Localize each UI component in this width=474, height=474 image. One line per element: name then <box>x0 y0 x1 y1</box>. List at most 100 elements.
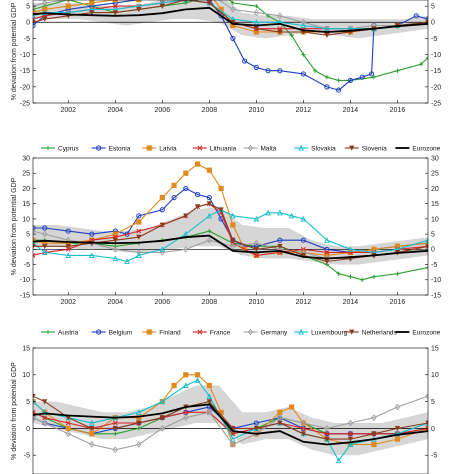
data-point <box>112 255 119 262</box>
legend-marker <box>298 144 304 151</box>
data-point <box>41 249 48 255</box>
series-line-france <box>33 411 428 435</box>
data-point <box>89 441 95 448</box>
data-point <box>230 0 235 6</box>
data-point <box>42 230 48 238</box>
data-point <box>183 414 189 422</box>
data-point <box>136 228 142 234</box>
data-point <box>112 10 118 16</box>
y-tick-label-right: -10 <box>431 277 441 284</box>
data-point <box>230 212 236 219</box>
data-point <box>112 245 118 253</box>
data-point <box>277 420 283 426</box>
data-point <box>300 237 306 243</box>
data-point <box>194 161 201 167</box>
data-point <box>425 425 428 431</box>
data-point <box>42 419 48 427</box>
y-tick-label-right: -5 <box>431 36 437 43</box>
x-tick-label: 2006 <box>155 299 171 306</box>
data-point <box>253 426 259 432</box>
x-tick-label: 2010 <box>249 299 265 306</box>
data-point <box>230 436 236 442</box>
data-point <box>253 246 259 253</box>
data-point <box>324 84 330 90</box>
data-point <box>324 25 330 32</box>
legend-marker <box>45 145 51 151</box>
legend-marker <box>146 145 152 151</box>
y-tick-label-right: 20 <box>431 186 439 193</box>
data-point <box>336 271 341 276</box>
y-tick-label-right: -15 <box>431 68 441 75</box>
legend-label: Finland <box>159 329 181 336</box>
data-point <box>425 420 428 426</box>
data-point <box>300 71 306 77</box>
data-point <box>66 0 71 2</box>
x-tick-label: 2006 <box>155 107 171 114</box>
data-point <box>347 431 353 437</box>
data-point <box>136 426 141 431</box>
data-point <box>265 68 271 74</box>
y-tick-label-left: -10 <box>20 277 30 284</box>
series-line-netherlands <box>33 395 428 440</box>
x-tick-label: 2004 <box>108 107 124 114</box>
data-point <box>347 419 354 427</box>
data-point <box>112 446 118 454</box>
data-point <box>33 243 36 250</box>
data-point <box>300 425 306 431</box>
data-point <box>88 252 95 258</box>
data-point <box>300 419 307 427</box>
data-point <box>324 436 330 442</box>
y-tick-label-right: -5 <box>431 262 437 269</box>
data-point <box>230 431 236 437</box>
data-point <box>206 408 213 416</box>
y-tick-label-right: 10 <box>431 216 439 223</box>
data-point <box>33 7 36 12</box>
legend-item-cyprus: Cyprus <box>41 145 79 152</box>
data-point <box>194 372 201 378</box>
axes-frame <box>32 157 429 296</box>
legend: Cyprus Estonia Latvia Lithuania Malta Slovaki… <box>41 144 441 152</box>
data-point <box>171 382 177 389</box>
data-point <box>230 35 236 42</box>
data-point <box>336 78 341 83</box>
data-point <box>33 2 36 10</box>
data-point <box>324 249 330 255</box>
y-axis-label: % deviation from potential GDP <box>11 2 18 100</box>
data-point <box>33 227 36 235</box>
data-point <box>182 231 189 237</box>
data-point <box>42 243 48 250</box>
series-slovenia <box>33 0 428 38</box>
x-tick-label: 2016 <box>390 299 406 306</box>
data-point <box>33 12 36 19</box>
y-tick-label-right: 15 <box>431 345 439 352</box>
legend-label: France <box>210 329 231 336</box>
series-line-slovenia <box>33 0 428 36</box>
series-eurozone <box>33 6 428 33</box>
data-point <box>183 185 189 192</box>
data-point <box>159 415 165 421</box>
data-point <box>136 415 142 421</box>
data-point <box>253 420 259 426</box>
y-tick-label-left: -25 <box>20 100 30 107</box>
legend-item-belgium: Belgium <box>91 329 132 336</box>
data-point <box>359 74 365 80</box>
legend-item-malta: Malta <box>243 144 277 152</box>
data-point <box>65 430 71 438</box>
data-point <box>89 231 95 237</box>
data-point <box>288 212 295 219</box>
legend-marker <box>96 329 102 335</box>
data-point <box>171 194 177 201</box>
data-point <box>230 441 236 448</box>
data-point <box>33 237 36 243</box>
x-tick-label: 2012 <box>296 107 312 114</box>
data-point <box>289 33 294 38</box>
data-point <box>33 393 36 400</box>
x-tick-label: 2002 <box>60 107 76 114</box>
data-point <box>65 0 71 4</box>
data-point <box>425 245 428 253</box>
plot-area <box>33 0 428 93</box>
legend-marker <box>146 329 152 335</box>
data-point <box>33 240 36 246</box>
legend-marker <box>197 145 203 151</box>
